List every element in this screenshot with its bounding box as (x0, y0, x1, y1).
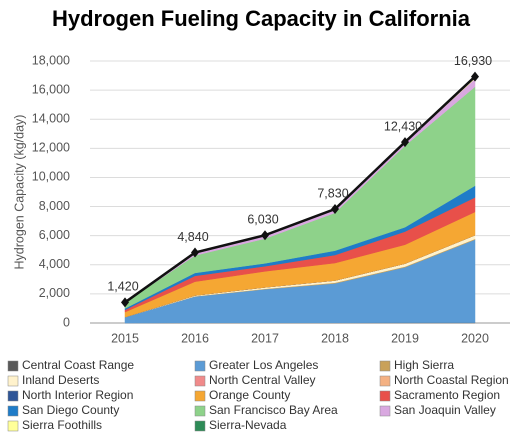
y-tick-label: 12,000 (32, 141, 70, 155)
y-tick-label: 6,000 (39, 228, 70, 242)
value-label: 16,930 (454, 54, 492, 68)
legend-label: Greater Los Angeles (209, 358, 318, 372)
legend-label: North Interior Region (22, 388, 133, 402)
x-tick-label: 2018 (321, 331, 349, 345)
y-tick-label: 18,000 (32, 53, 70, 67)
legend-label: Sierra Foothills (22, 418, 102, 432)
legend-label: Orange County (209, 388, 290, 402)
chart-title: Hydrogen Fueling Capacity in California (52, 6, 471, 31)
legend-swatch (8, 391, 18, 401)
legend-swatch (8, 361, 18, 371)
legend-swatch (195, 391, 205, 401)
y-axis-title: Hydrogen Capacity (kg/day) (12, 115, 26, 270)
legend-label: North Coastal Region (394, 373, 509, 387)
legend-label: Sierra-Nevada (209, 418, 287, 432)
legend-label: Central Coast Range (22, 358, 134, 372)
y-tick-label: 14,000 (32, 112, 70, 126)
y-tick-label: 0 (63, 315, 70, 329)
x-tick-label: 2017 (251, 331, 279, 345)
legend-label: North Central Valley (209, 373, 316, 387)
y-tick-label: 10,000 (32, 170, 70, 184)
legend-label: San Joaquin Valley (394, 403, 496, 417)
legend-swatch (195, 406, 205, 416)
legend-swatch (8, 421, 18, 431)
legend-label: San Diego County (22, 403, 119, 417)
legend-swatch (195, 421, 205, 431)
legend-swatch (8, 376, 18, 386)
value-label: 1,420 (107, 280, 138, 294)
legend-label: San Francisco Bay Area (209, 403, 338, 417)
legend-swatch (380, 391, 390, 401)
legend-swatch (195, 376, 205, 386)
value-label: 4,840 (177, 230, 208, 244)
y-tick-label: 4,000 (39, 257, 70, 271)
y-tick-label: 8,000 (39, 199, 70, 213)
value-label: 6,030 (247, 213, 278, 227)
legend-swatch (380, 376, 390, 386)
legend-swatch (380, 361, 390, 371)
value-label: 7,830 (317, 186, 348, 200)
legend-label: High Sierra (394, 358, 454, 372)
x-tick-label: 2019 (391, 331, 419, 345)
legend-swatch (8, 406, 18, 416)
x-tick-label: 2016 (181, 331, 209, 345)
y-tick-label: 16,000 (32, 82, 70, 96)
legend-swatch (380, 406, 390, 416)
x-tick-label: 2020 (461, 331, 489, 345)
value-label: 12,430 (384, 119, 422, 133)
legend-swatch (195, 361, 205, 371)
legend-label: Sacramento Region (394, 388, 500, 402)
x-tick-label: 2015 (111, 331, 139, 345)
legend-label: Inland Deserts (22, 373, 99, 387)
y-tick-label: 2,000 (39, 286, 70, 300)
